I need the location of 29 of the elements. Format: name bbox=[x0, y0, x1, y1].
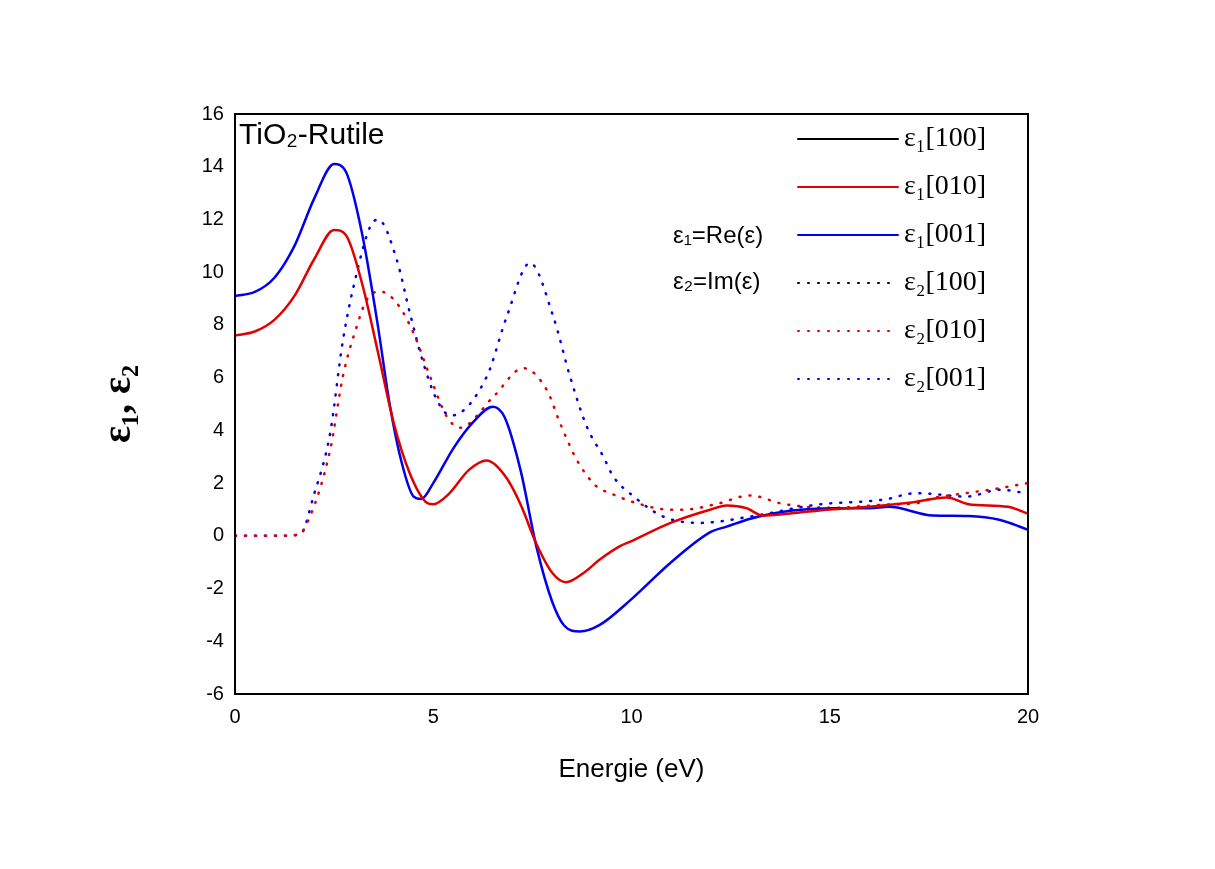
y-tick-label: 4 bbox=[212, 417, 224, 440]
annotation: ε₂=Im(ε) bbox=[673, 266, 761, 294]
y-tick-label: 10 bbox=[201, 259, 224, 282]
x-tick-label: 20 bbox=[1016, 704, 1040, 727]
legend-label: ε₁[001] bbox=[904, 217, 987, 249]
legend-label: ε₁[100] bbox=[904, 121, 987, 153]
chart-title: TiO₂-Rutile bbox=[239, 117, 385, 151]
legend-label: ε₁[010] bbox=[904, 169, 987, 201]
y-tick-label: -2 bbox=[206, 576, 224, 599]
x-tick-label: 0 bbox=[229, 704, 241, 727]
annotation: ε₁=Re(ε) bbox=[673, 220, 764, 248]
legend-label: ε₂[010] bbox=[904, 313, 987, 345]
x-tick-label: 10 bbox=[620, 704, 643, 727]
y-tick-label: 16 bbox=[201, 101, 224, 124]
y-tick-label: -6 bbox=[206, 681, 224, 704]
legend-label: ε₂[001] bbox=[904, 361, 987, 393]
y-tick-label: 8 bbox=[212, 312, 224, 335]
y-tick-label: 6 bbox=[212, 365, 224, 388]
y-tick-label: -4 bbox=[206, 628, 224, 651]
y-tick-label: 14 bbox=[201, 154, 224, 177]
y-tick-label: 0 bbox=[212, 523, 224, 546]
x-tick-label: 5 bbox=[427, 704, 439, 727]
x-tick-label: 15 bbox=[818, 704, 841, 727]
y-axis-title: ε₁, ε₂ bbox=[94, 364, 140, 444]
y-tick-label: 12 bbox=[201, 206, 224, 229]
y-tick-label: 2 bbox=[212, 470, 224, 493]
line-series bbox=[235, 162, 1028, 633]
x-axis-title: Energie (eV) bbox=[558, 753, 705, 784]
legend-label: ε₂[100] bbox=[904, 265, 987, 297]
